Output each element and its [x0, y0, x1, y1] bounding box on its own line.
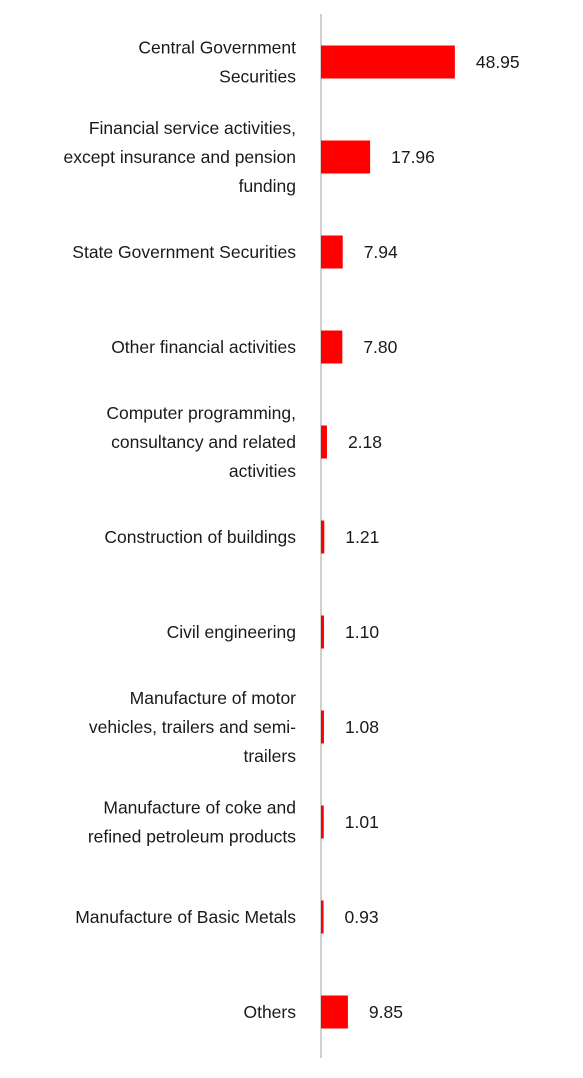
- category-label: Civil engineering: [167, 622, 296, 642]
- category-label-line: Central Government: [138, 38, 296, 58]
- bar-value-label: 9.85: [369, 1002, 403, 1022]
- bar-group: [321, 45, 455, 1029]
- bar: [321, 615, 325, 649]
- bar-value-label: 2.18: [348, 432, 382, 452]
- category-label: State Government Securities: [72, 242, 296, 262]
- bar-value-label: 7.94: [364, 242, 398, 262]
- category-label-line: Manufacture of motor: [130, 688, 296, 708]
- category-label-line: Civil engineering: [167, 622, 296, 642]
- category-label-line: except insurance and pension: [63, 147, 296, 167]
- category-label: Computer programming, consultancy and rel…: [106, 403, 296, 481]
- category-label-line: Construction of buildings: [104, 527, 296, 547]
- category-label-line: activities: [229, 461, 296, 481]
- category-label: Central Government Securities: [138, 38, 296, 87]
- category-label: Manufacture of motor vehicles, trailers a…: [89, 688, 296, 766]
- bar: [321, 900, 324, 934]
- bar-value-label: 0.93: [345, 907, 379, 927]
- bar: [321, 235, 343, 269]
- category-label-line: Financial service activities,: [89, 118, 296, 138]
- bar-value-label: 17.96: [391, 147, 435, 167]
- category-label: Construction of buildings: [104, 527, 296, 547]
- category-label-line: Computer programming,: [106, 403, 296, 423]
- bar: [321, 520, 325, 554]
- bar: [321, 995, 348, 1029]
- category-label-line: trailers: [243, 746, 296, 766]
- bar-value-label: 1.10: [345, 622, 379, 642]
- category-label-group: Central Government Securities Financial se…: [63, 38, 296, 1023]
- category-label-line: State Government Securities: [72, 242, 296, 262]
- bar: [321, 805, 324, 839]
- bar: [321, 45, 455, 79]
- bar-value-label: 1.21: [345, 527, 379, 547]
- category-label-line: Securities: [219, 67, 296, 87]
- bar-value-label: 1.01: [345, 812, 379, 832]
- category-label-line: Manufacture of Basic Metals: [75, 907, 296, 927]
- category-label-line: Other financial activities: [111, 337, 296, 357]
- bar-value-label: 7.80: [363, 337, 397, 357]
- category-label-line: refined petroleum products: [88, 827, 296, 847]
- category-label: Others: [243, 1002, 296, 1022]
- bar: [321, 710, 324, 744]
- bar: [321, 425, 327, 459]
- category-label-line: Others: [243, 1002, 296, 1022]
- category-label-line: vehicles, trailers and semi-: [89, 717, 296, 737]
- category-label: Financial service activities, except insu…: [63, 118, 296, 196]
- bar-value-label: 1.08: [345, 717, 379, 737]
- category-label: Manufacture of Basic Metals: [75, 907, 296, 927]
- category-label-line: funding: [239, 176, 296, 196]
- bar-value-label: 48.95: [476, 52, 520, 72]
- bar: [321, 140, 371, 174]
- category-label-line: consultancy and related: [111, 432, 296, 452]
- category-label: Other financial activities: [111, 337, 296, 357]
- category-label-line: Manufacture of coke and: [103, 798, 296, 818]
- category-label: Manufacture of coke and refined petroleum…: [88, 798, 296, 847]
- bar: [321, 330, 343, 364]
- value-label-group: 48.95 17.96 7.94 7.80 2.18 1.21 1.10 1.08 1.01 0.…: [345, 52, 520, 1022]
